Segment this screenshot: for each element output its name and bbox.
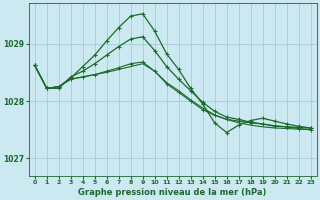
X-axis label: Graphe pression niveau de la mer (hPa): Graphe pression niveau de la mer (hPa) xyxy=(78,188,267,197)
